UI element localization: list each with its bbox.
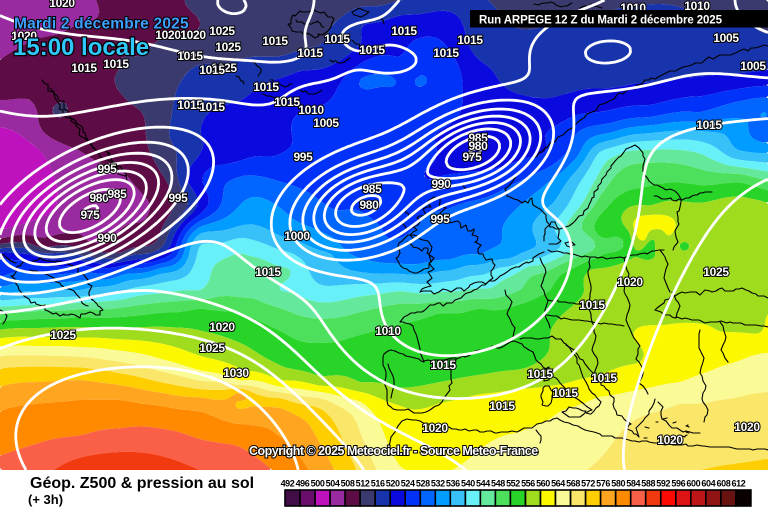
svg-text:520: 520 <box>386 479 400 489</box>
svg-text:1015: 1015 <box>359 43 385 57</box>
svg-text:560: 560 <box>536 479 550 489</box>
svg-text:1015: 1015 <box>433 46 459 60</box>
svg-text:980: 980 <box>359 198 379 212</box>
svg-text:1025: 1025 <box>703 265 729 279</box>
svg-text:1015: 1015 <box>552 386 578 400</box>
svg-text:1015: 1015 <box>297 46 323 60</box>
svg-text:552: 552 <box>506 479 520 489</box>
svg-text:1015: 1015 <box>274 95 300 109</box>
svg-text:592: 592 <box>656 479 670 489</box>
svg-text:540: 540 <box>461 479 475 489</box>
svg-text:504: 504 <box>326 479 340 489</box>
svg-text:1015: 1015 <box>199 100 225 114</box>
svg-text:1000: 1000 <box>284 229 310 243</box>
svg-text:(+ 3h): (+ 3h) <box>28 492 63 507</box>
svg-text:556: 556 <box>521 479 535 489</box>
svg-text:1020: 1020 <box>734 420 760 434</box>
svg-text:528: 528 <box>416 479 430 489</box>
svg-text:1015: 1015 <box>71 61 97 75</box>
svg-text:1020: 1020 <box>617 275 643 289</box>
svg-text:1020: 1020 <box>180 28 206 42</box>
svg-text:1020: 1020 <box>49 0 75 10</box>
svg-text:990: 990 <box>431 177 451 191</box>
svg-text:1015: 1015 <box>199 63 225 77</box>
svg-text:1025: 1025 <box>211 61 237 75</box>
svg-text:600: 600 <box>686 479 700 489</box>
svg-text:1030: 1030 <box>223 366 249 380</box>
svg-text:985: 985 <box>107 187 127 201</box>
svg-text:572: 572 <box>581 479 595 489</box>
svg-text:524: 524 <box>401 479 415 489</box>
svg-text:1015: 1015 <box>591 371 617 385</box>
svg-text:508: 508 <box>341 479 355 489</box>
svg-text:1020: 1020 <box>209 320 235 334</box>
svg-text:580: 580 <box>611 479 625 489</box>
svg-text:532: 532 <box>431 479 445 489</box>
svg-text:596: 596 <box>671 479 685 489</box>
svg-text:1025: 1025 <box>50 328 76 342</box>
svg-text:1020: 1020 <box>155 28 181 42</box>
svg-text:15:00 locale: 15:00 locale <box>13 34 149 61</box>
svg-text:564: 564 <box>551 479 565 489</box>
svg-text:516: 516 <box>371 479 385 489</box>
svg-text:1015: 1015 <box>324 32 350 46</box>
svg-text:Copyright © 2025 Meteociel.fr: Copyright © 2025 Meteociel.fr - Source M… <box>249 444 538 458</box>
svg-text:500: 500 <box>311 479 325 489</box>
svg-text:Mardi 2 décembre 2025: Mardi 2 décembre 2025 <box>14 16 189 33</box>
svg-text:1015: 1015 <box>103 57 129 71</box>
svg-text:995: 995 <box>430 212 450 226</box>
svg-text:1025: 1025 <box>209 24 235 38</box>
svg-text:584: 584 <box>626 479 640 489</box>
svg-text:1005: 1005 <box>713 31 739 45</box>
svg-text:608: 608 <box>716 479 730 489</box>
svg-text:544: 544 <box>476 479 490 489</box>
svg-text:496: 496 <box>296 479 310 489</box>
svg-text:1015: 1015 <box>489 399 515 413</box>
svg-text:1005: 1005 <box>313 116 339 130</box>
svg-text:1015: 1015 <box>253 80 279 94</box>
svg-text:Géop. Z500 & pression au sol: Géop. Z500 & pression au sol <box>30 475 254 492</box>
svg-text:1020: 1020 <box>657 433 683 447</box>
svg-text:604: 604 <box>701 479 715 489</box>
svg-text:985: 985 <box>468 131 488 145</box>
svg-text:1005: 1005 <box>740 59 766 73</box>
svg-text:995: 995 <box>168 191 188 205</box>
svg-text:1010: 1010 <box>298 103 324 117</box>
svg-text:568: 568 <box>566 479 580 489</box>
svg-text:1015: 1015 <box>579 298 605 312</box>
svg-text:588: 588 <box>641 479 655 489</box>
svg-text:975: 975 <box>462 150 482 164</box>
svg-text:536: 536 <box>446 479 460 489</box>
svg-text:975: 975 <box>80 208 100 222</box>
svg-text:980: 980 <box>468 139 488 153</box>
svg-text:492: 492 <box>281 479 295 489</box>
svg-text:1015: 1015 <box>696 118 722 132</box>
svg-text:1020: 1020 <box>11 29 37 43</box>
svg-text:1015: 1015 <box>262 34 288 48</box>
svg-text:995: 995 <box>293 150 313 164</box>
svg-text:985: 985 <box>362 182 382 196</box>
svg-text:995: 995 <box>97 162 117 176</box>
svg-text:1015: 1015 <box>177 49 203 63</box>
svg-text:1015: 1015 <box>527 367 553 381</box>
svg-text:1015: 1015 <box>255 265 281 279</box>
svg-text:512: 512 <box>356 479 370 489</box>
svg-text:1015: 1015 <box>457 33 483 47</box>
svg-text:612: 612 <box>731 479 745 489</box>
svg-text:548: 548 <box>491 479 505 489</box>
svg-text:576: 576 <box>596 479 610 489</box>
svg-text:980: 980 <box>89 191 109 205</box>
svg-text:1020: 1020 <box>422 421 448 435</box>
svg-text:1010: 1010 <box>375 324 401 338</box>
svg-text:1015: 1015 <box>177 98 203 112</box>
svg-text:990: 990 <box>97 231 117 245</box>
svg-text:1025: 1025 <box>215 40 241 54</box>
svg-text:1015: 1015 <box>391 24 417 38</box>
svg-text:1025: 1025 <box>199 341 225 355</box>
svg-text:1015: 1015 <box>430 358 456 372</box>
svg-text:Run ARPEGE 12 Z du Mardi 2 déc: Run ARPEGE 12 Z du Mardi 2 décembre 2025 <box>479 14 723 26</box>
